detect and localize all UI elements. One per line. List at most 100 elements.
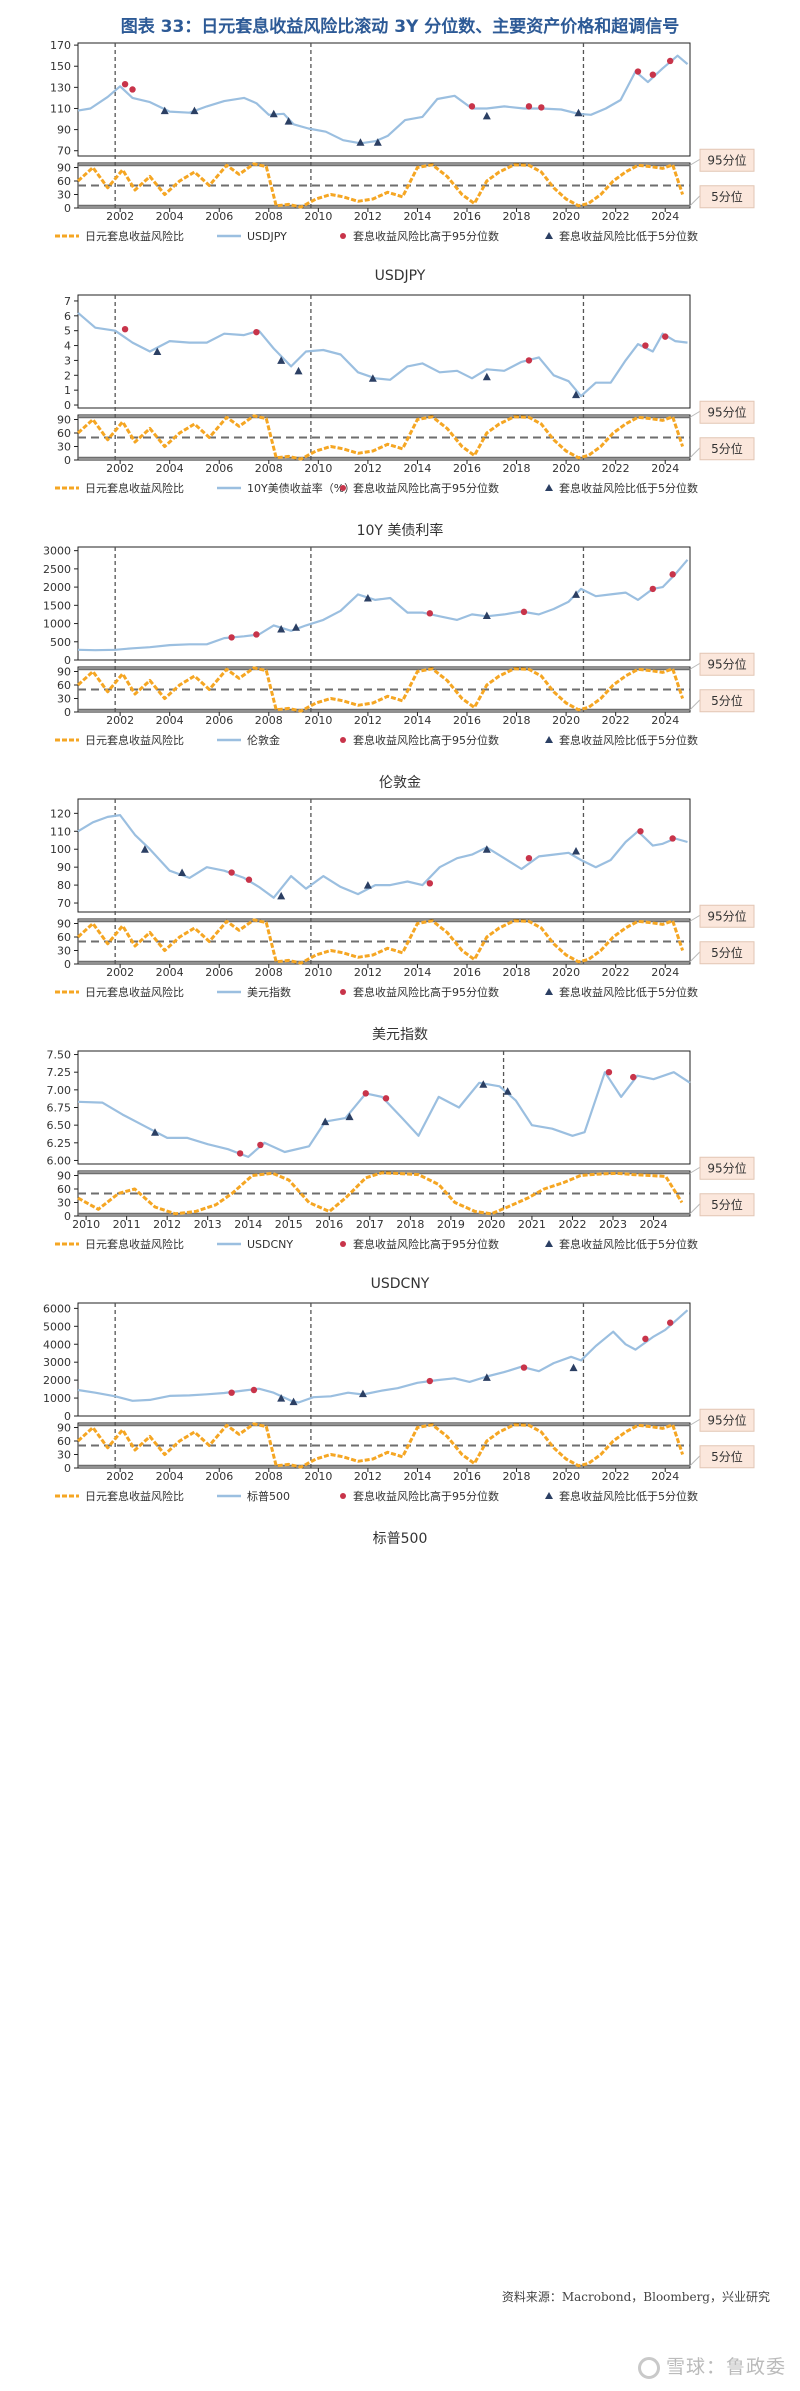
source-note: 资料来源：Macrobond，Bloomberg，兴业研究 bbox=[501, 2290, 770, 2304]
low-signal-point bbox=[572, 847, 581, 855]
x-tick-label: 2018 bbox=[503, 714, 531, 727]
callout-5-leader bbox=[689, 951, 701, 963]
callout-5-box bbox=[699, 185, 755, 209]
high-signal-point bbox=[525, 357, 533, 364]
x-tick-label: 2018 bbox=[503, 1470, 531, 1483]
ratio-y-tick-label: 60 bbox=[57, 427, 71, 440]
high-signal-point bbox=[525, 854, 533, 862]
callout-95-label: 95分位 bbox=[707, 1412, 746, 1427]
price-y-tick-label: 90 bbox=[57, 124, 71, 137]
high-signal-point bbox=[468, 103, 476, 110]
price-y-tick-label: 500 bbox=[50, 636, 71, 649]
price-series-line bbox=[77, 1309, 689, 1404]
x-tick-label: 2014 bbox=[403, 1470, 431, 1483]
callout-5-leader bbox=[689, 1455, 701, 1467]
legend-low-signal-swatch bbox=[545, 484, 553, 491]
x-tick-label: 2016 bbox=[453, 210, 481, 223]
callout-95-box bbox=[699, 1408, 755, 1432]
x-tick-label: 2008 bbox=[255, 462, 283, 475]
price-y-tick-label: 6.75 bbox=[47, 1102, 72, 1115]
x-tick-label: 2002 bbox=[106, 1470, 134, 1483]
callout-5-leader bbox=[689, 195, 701, 207]
x-tick-label: 2019 bbox=[437, 1218, 465, 1231]
price-y-tick-label: 3000 bbox=[43, 1356, 71, 1369]
callout-5-leader bbox=[689, 699, 701, 711]
x-tick-label: 2008 bbox=[255, 1470, 283, 1483]
x-tick-label: 2024 bbox=[651, 462, 679, 475]
x-tick-label: 2006 bbox=[205, 210, 233, 223]
price-y-tick-label: 6000 bbox=[43, 1302, 71, 1315]
x-tick-label: 2012 bbox=[354, 462, 382, 475]
legend-high-signal-label: 套息收益风险比高于95分位数 bbox=[353, 733, 499, 747]
price-y-tick-label: 6.00 bbox=[47, 1154, 72, 1167]
legend-low-signal-swatch bbox=[545, 1492, 553, 1499]
legend-price-label: 标普500 bbox=[247, 1489, 290, 1503]
x-tick-label: 2010 bbox=[72, 1218, 100, 1231]
x-tick-label: 2012 bbox=[354, 210, 382, 223]
x-tick-label: 2022 bbox=[558, 1218, 586, 1231]
low-signal-point bbox=[294, 366, 303, 375]
x-tick-label: 2008 bbox=[255, 210, 283, 223]
high-signal-point bbox=[426, 880, 434, 887]
ratio-y-tick-label: 30 bbox=[57, 189, 71, 202]
low-signal-point bbox=[368, 374, 377, 382]
x-tick-label: 2022 bbox=[602, 210, 630, 223]
price-plot-frame bbox=[77, 798, 691, 913]
legend-low-signal-swatch bbox=[545, 988, 553, 995]
legend-ratio-label: 日元套息收益风险比 bbox=[85, 1489, 184, 1503]
low-signal-point bbox=[140, 845, 149, 853]
price-y-tick-label: 6.25 bbox=[47, 1137, 72, 1150]
ratio-y-tick-label: 60 bbox=[57, 931, 71, 944]
x-tick-label: 2010 bbox=[304, 210, 332, 223]
price-y-tick-label: 7.25 bbox=[47, 1066, 72, 1079]
price-y-tick-label: 150 bbox=[50, 60, 71, 73]
legend-low-signal-label: 套息收益风险比低于5分位数 bbox=[559, 1237, 698, 1251]
x-tick-label: 2022 bbox=[602, 966, 630, 979]
price-y-tick-label: 1 bbox=[64, 384, 71, 397]
low-signal-point bbox=[373, 138, 382, 146]
x-tick-label: 2010 bbox=[304, 462, 332, 475]
high-signal-point bbox=[253, 631, 260, 638]
price-y-tick-label: 1500 bbox=[43, 599, 71, 612]
legend-price-label: USDJPY bbox=[247, 230, 287, 243]
price-y-tick-label: 4 bbox=[64, 340, 71, 353]
high-signal-point bbox=[605, 1068, 613, 1076]
callout-95-leader bbox=[689, 410, 701, 418]
price-plot-frame bbox=[77, 1302, 691, 1417]
price-y-tick-label: 6.50 bbox=[47, 1119, 72, 1132]
x-tick-label: 2014 bbox=[403, 210, 431, 223]
low-signal-point bbox=[482, 372, 491, 381]
price-y-tick-label: 2000 bbox=[43, 581, 71, 594]
low-signal-point bbox=[284, 117, 293, 125]
low-signal-point bbox=[277, 625, 286, 633]
callout-5-box bbox=[699, 1193, 755, 1217]
x-tick-label: 2024 bbox=[651, 714, 679, 727]
high-signal-point bbox=[520, 1364, 528, 1371]
ratio-y-tick-label: 90 bbox=[57, 162, 71, 175]
price-y-tick-label: 0 bbox=[64, 1410, 71, 1423]
low-signal-point bbox=[277, 891, 286, 900]
callout-5-box bbox=[699, 941, 755, 965]
x-tick-label: 2006 bbox=[205, 462, 233, 475]
legend-low-signal-swatch bbox=[545, 736, 553, 743]
legend-high-signal-label: 套息收益风险比高于95分位数 bbox=[353, 1489, 499, 1503]
high-signal-point bbox=[228, 1389, 235, 1396]
high-signal-point bbox=[630, 1073, 637, 1081]
x-tick-label: 2010 bbox=[304, 1470, 332, 1483]
legend-ratio-label: 日元套息收益风险比 bbox=[85, 733, 184, 747]
legend-low-signal-label: 套息收益风险比低于5分位数 bbox=[559, 481, 698, 495]
x-tick-label: 2008 bbox=[255, 714, 283, 727]
x-tick-label: 2014 bbox=[403, 714, 431, 727]
legend-low-signal-label: 套息收益风险比低于5分位数 bbox=[559, 1489, 698, 1503]
legend-low-signal-swatch bbox=[545, 232, 553, 239]
legend-low-signal-label: 套息收益风险比低于5分位数 bbox=[559, 985, 698, 999]
price-y-tick-label: 100 bbox=[50, 843, 71, 856]
high-signal-point bbox=[642, 342, 649, 349]
low-signal-point bbox=[482, 1373, 491, 1381]
high-signal-point bbox=[228, 634, 235, 641]
legend-high-signal-swatch bbox=[340, 1493, 346, 1499]
high-signal-point bbox=[426, 1377, 434, 1385]
x-tick-label: 2016 bbox=[453, 1470, 481, 1483]
ratio-y-tick-label: 30 bbox=[57, 1197, 71, 1210]
